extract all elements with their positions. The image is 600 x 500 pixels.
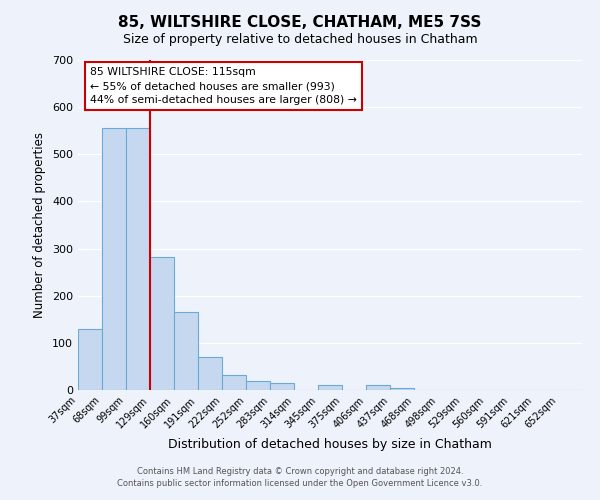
Bar — [318, 386, 342, 390]
Bar — [390, 388, 414, 390]
Bar — [270, 383, 294, 390]
X-axis label: Distribution of detached houses by size in Chatham: Distribution of detached houses by size … — [168, 438, 492, 451]
Bar — [222, 375, 246, 390]
Bar — [246, 380, 270, 390]
Bar — [78, 328, 102, 390]
Bar — [198, 357, 222, 390]
Bar — [102, 128, 126, 390]
Text: Contains HM Land Registry data © Crown copyright and database right 2024.
Contai: Contains HM Land Registry data © Crown c… — [118, 466, 482, 487]
Text: 85, WILTSHIRE CLOSE, CHATHAM, ME5 7SS: 85, WILTSHIRE CLOSE, CHATHAM, ME5 7SS — [118, 15, 482, 30]
Bar — [150, 256, 174, 390]
Text: Size of property relative to detached houses in Chatham: Size of property relative to detached ho… — [122, 32, 478, 46]
Text: 85 WILTSHIRE CLOSE: 115sqm
← 55% of detached houses are smaller (993)
44% of sem: 85 WILTSHIRE CLOSE: 115sqm ← 55% of deta… — [90, 67, 357, 105]
Bar — [366, 386, 390, 390]
Bar — [174, 312, 198, 390]
Y-axis label: Number of detached properties: Number of detached properties — [34, 132, 46, 318]
Bar — [126, 128, 150, 390]
